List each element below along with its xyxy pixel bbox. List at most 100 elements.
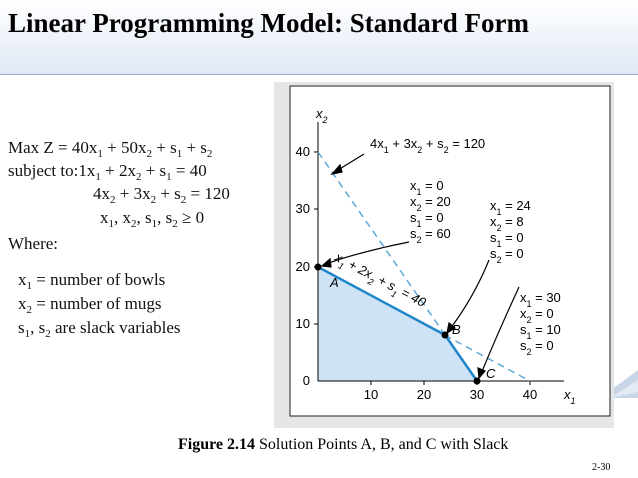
y-tick-label: 40	[296, 144, 310, 159]
subscript: 2	[26, 304, 33, 316]
subscript: 2	[497, 255, 502, 265]
text-run: = 30	[532, 290, 561, 305]
text-run: x	[100, 208, 109, 227]
subscript: 2	[444, 145, 449, 155]
subscript: 2	[365, 276, 375, 288]
subscript: 1	[336, 260, 345, 271]
caption-text: Solution Points A, B, and C with Slack	[255, 436, 509, 453]
x-tick-label: 30	[470, 387, 484, 402]
text-run: = 24	[502, 198, 531, 213]
subscript: 1	[389, 289, 398, 300]
text-run: = 20	[422, 194, 451, 209]
subscript: 1	[176, 148, 183, 160]
text-run: x	[490, 214, 497, 229]
subscript: 1	[497, 239, 502, 249]
where-label: Where:	[8, 234, 59, 253]
subscript: 1	[166, 171, 172, 183]
subscript: 1	[527, 299, 532, 309]
point-label: B	[452, 322, 461, 337]
text-run: = 0	[532, 338, 554, 353]
text-run: = 0	[422, 178, 444, 193]
point-values: s2 = 60	[410, 226, 451, 245]
text-run: = 120	[449, 136, 486, 151]
objective: Max Z = 40x1 + 50x2 + s1 + s2	[8, 138, 212, 160]
point-values: x1 = 30	[520, 290, 561, 309]
text-run: = 8	[502, 214, 524, 229]
text-run: s	[18, 318, 25, 337]
text-run: , x	[114, 208, 131, 227]
text-run: 4x	[370, 136, 384, 151]
y-tick-label: 30	[296, 201, 310, 216]
subscript: 2	[150, 194, 157, 206]
text-run: x	[410, 194, 417, 209]
text-run: + s	[182, 138, 207, 157]
subscript: 2	[417, 145, 422, 155]
text-run: = 40	[171, 161, 207, 180]
point-values: x2 = 20	[410, 194, 451, 213]
slide-title: Linear Programming Model: Standard Form	[8, 8, 529, 38]
text-run: + 3x	[389, 136, 418, 151]
point-values: x2 = 0	[520, 306, 554, 325]
subscript: 1	[417, 187, 422, 197]
text-run: + 2x	[100, 161, 136, 180]
text-run: subject to:1x	[8, 161, 96, 180]
nonnegativity: x1, x2, s1, s2 ≥ 0	[100, 208, 204, 230]
definition: x1 = number of bowls	[18, 270, 165, 292]
text-run: + 3x	[115, 184, 151, 203]
text-run: = number of mugs	[32, 294, 162, 313]
subscript: 1	[417, 219, 422, 229]
subscript: 1	[384, 145, 389, 155]
point-c	[473, 377, 481, 385]
text-run: + s	[151, 138, 177, 157]
text-run: ≥ 0	[177, 208, 205, 227]
text-run: + s	[156, 184, 181, 203]
subscript: 2	[527, 315, 532, 325]
point-values: s2 = 0	[520, 338, 554, 357]
point-label: C	[486, 366, 496, 381]
subscript: 1	[571, 396, 576, 406]
subscript: 2	[180, 194, 187, 206]
point-a	[314, 263, 322, 271]
text-run: Max Z = 40x	[8, 138, 98, 157]
header-band	[0, 0, 638, 75]
point-values: x2 = 8	[490, 214, 524, 233]
text-run: = 0	[502, 246, 524, 261]
text-run: = 0	[422, 210, 444, 225]
subscript: 2	[417, 235, 422, 245]
figure-labels: x2 x1 0 10 20 30 40 10 20 30 40 4x1 + 3x…	[296, 106, 576, 406]
figure: x2 x1 0 10 20 30 40 10 20 30 40 4x1 + 3x…	[274, 82, 614, 428]
point-label: A	[329, 275, 339, 290]
caption-label: Figure 2.14	[178, 436, 256, 453]
subscript: 1	[497, 207, 502, 217]
subscript: 1	[26, 280, 33, 292]
text-run: s	[410, 210, 417, 225]
text-run: = 120	[186, 184, 230, 203]
text-run: + s	[141, 161, 167, 180]
text-run: x	[520, 290, 527, 305]
y-tick-label: 20	[296, 259, 310, 274]
subscript: 2	[497, 223, 502, 233]
subscript: 2	[135, 171, 142, 183]
subscript: 1	[108, 218, 115, 230]
subscript: 1	[151, 218, 158, 230]
text-run: , s	[157, 208, 173, 227]
point-values: s1 = 10	[520, 322, 561, 341]
subscript: 2	[206, 148, 213, 160]
point-values: s2 = 0	[490, 246, 524, 265]
x-tick-label: 20	[417, 387, 431, 402]
page-number: 2-30	[592, 462, 611, 473]
subscript: 1	[95, 171, 101, 183]
text-run: x	[315, 106, 323, 121]
constraint-label: 4x1 + 3x2 + s2 = 120	[370, 136, 485, 155]
subscript: 1	[97, 148, 103, 160]
text-run: + s	[422, 136, 444, 151]
text-run: + 50x	[102, 138, 147, 157]
y-tick-label: 10	[296, 316, 310, 331]
text-run: x	[410, 178, 417, 193]
subscript: 2	[110, 194, 116, 206]
text-run: x	[520, 306, 527, 321]
definition: x2 = number of mugs	[18, 294, 162, 316]
x-tick-label: 10	[364, 387, 378, 402]
subscript: 1	[24, 328, 31, 340]
